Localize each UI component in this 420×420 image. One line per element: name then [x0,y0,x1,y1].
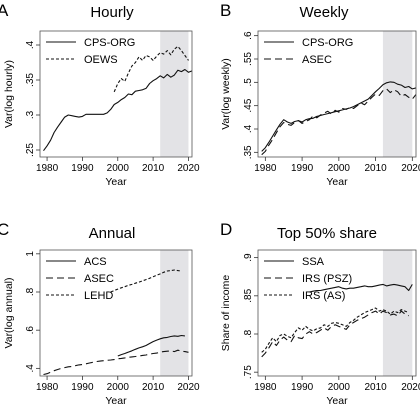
series-line-asec [43,349,189,376]
y-tick-label: .25 [25,143,36,157]
y-tick-label: .75 [243,365,254,379]
series-line-irs-as [261,307,409,353]
panel-title: Top 50% share [277,225,377,242]
legend-label: ASEC [84,273,114,285]
y-tick-label: .3 [25,110,36,119]
plot-area [39,30,193,158]
y-axis-label: Var(log annual) [3,277,15,348]
x-tick-label: 2010 [364,163,387,174]
x-tick-label: 2000 [328,163,351,174]
y-tick-label: .4 [25,364,36,373]
legend-label: LEHD [84,290,113,302]
panel-hourly: A Hourly 1980 1990 2000 2010 2020 .25 .3 .35 .4 Yea… [0,1,200,188]
x-tick-label: 2010 [364,382,387,393]
x-tick-label: 2000 [107,163,130,174]
panel-weekly: B Weekly 1980 1990 2000 2010 2020 .35 .4 .45 .5 .55… [220,1,420,188]
x-tick-label: 2010 [142,163,165,174]
x-tick-label: 2020 [177,163,200,174]
y-tick-label: .8 [25,287,36,296]
panel-letter: A [0,1,9,20]
legend: ACS ASEC LEHD [46,256,114,302]
y-tick-label: .8 [243,329,254,338]
x-tick-label: 1990 [291,163,314,174]
panel-top50: D Top 50% share 1980 1990 2000 2010 2020 .75 .8.… [220,220,420,407]
x-tick-label: 2020 [401,163,420,174]
x-tick-label: 2010 [142,382,165,393]
panel-title: Hourly [90,4,134,21]
x-tick-label: 1990 [291,382,314,393]
x-tick-label: 2000 [107,382,130,393]
y-tick-label: .4 [243,124,254,133]
x-tick-label: 1980 [36,163,59,174]
legend-label: IRS (PSZ) [302,273,352,285]
series-line-lehd [110,269,182,293]
x-tick-label: 1980 [254,382,277,393]
legend-label: OEWS [84,54,118,66]
y-tick-label: .6 [25,326,36,335]
legend: CPS-ORG OEWS [46,37,135,66]
legend-label: IRS (AS) [302,290,345,302]
series-line-acs [117,334,185,357]
series-line-irs-psz [261,310,409,358]
y-tick-label: 1 [25,251,36,257]
series-line-asec [261,88,416,156]
legend-label: CPS-ORG [302,37,353,49]
y-tick-label: .85 [243,288,254,302]
series-line-cps-org [43,68,192,152]
y-tick-label: .35 [243,145,254,159]
y-tick-label: .6 [243,31,254,40]
x-tick-label: 2000 [328,382,351,393]
x-axis-label: Year [326,395,348,407]
y-tick-label: .9 [243,253,254,262]
x-tick-label: 2020 [401,382,420,393]
plot-area [257,249,417,377]
x-tick-label: 1990 [71,382,94,393]
x-axis-label: Year [326,176,348,188]
legend: CPS-ORG ASEC [264,37,353,66]
shaded-period [160,31,189,157]
x-tick-label: 1990 [71,163,94,174]
series-line-ssa [309,283,413,293]
panel-letter: D [220,220,232,239]
panel-title: Weekly [300,4,349,21]
panel-annual: C Annual 1980 1990 2000 2010 2020 .4 .6 .8 1 Year Va… [0,220,200,407]
plot-area [39,249,193,377]
panel-letter: C [0,220,9,239]
legend-label: SSA [302,256,325,268]
y-axis-label: Var(log weekly) [220,58,232,130]
legend-label: CPS-ORG [84,37,135,49]
x-tick-label: 2020 [177,382,200,393]
plot-area [257,30,417,158]
shaded-period [160,250,189,376]
x-axis-label: Year [105,395,127,407]
y-axis-label: Share of income [220,275,232,352]
shaded-period [382,31,413,157]
panel-title: Annual [89,225,136,242]
y-tick-label: .55 [243,52,254,66]
series-line-oews [113,45,189,93]
legend-label: ACS [84,256,107,268]
series-line-cps-org [261,81,416,152]
y-tick-label: .45 [243,98,254,112]
x-tick-label: 1980 [254,163,277,174]
y-tick-label: .35 [25,73,36,87]
x-tick-label: 1980 [36,382,59,393]
legend: SSA IRS (PSZ) IRS (AS) [264,256,352,302]
panel-letter: B [220,1,231,20]
y-tick-label: .4 [25,40,36,49]
y-axis-label: Var(log hourly) [3,60,15,128]
x-axis-label: Year [105,176,127,188]
legend-label: ASEC [302,54,332,66]
y-tick-label: .5 [243,78,254,87]
